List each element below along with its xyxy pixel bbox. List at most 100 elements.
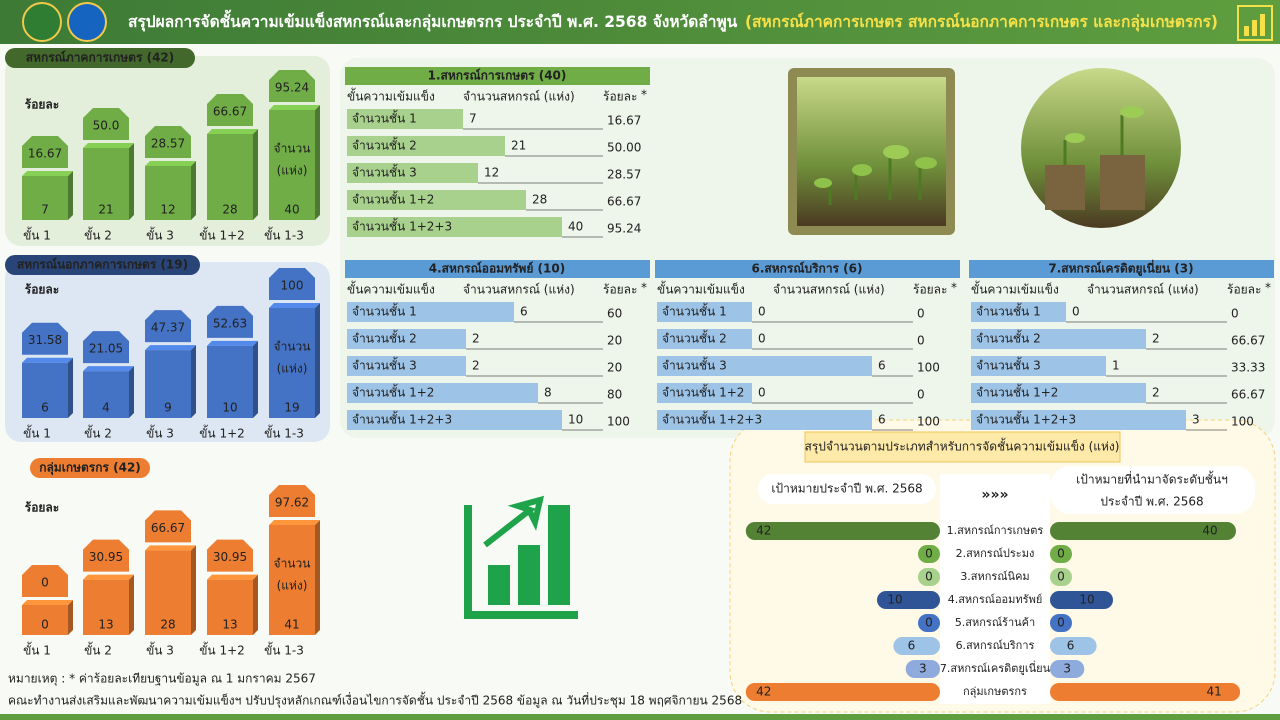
row-percent: 95.24 — [607, 222, 641, 236]
row-count: 8 — [544, 386, 552, 400]
classified-value: 0 — [1057, 570, 1065, 584]
bar-side — [68, 171, 73, 220]
target-value: 42 — [756, 685, 771, 699]
panel-title: กลุ่มเกษตรกร (42) — [39, 461, 141, 476]
row-label: จำนวนชั้น 1+2 — [352, 191, 434, 207]
row-percent: 28.57 — [607, 168, 641, 182]
bar-count: 9 — [164, 401, 172, 415]
row-count: 0 — [758, 305, 766, 319]
category-label: ขั้น 1 — [23, 227, 51, 243]
row-bar — [971, 383, 1146, 403]
row-count: 40 — [568, 220, 583, 234]
chart-icon — [464, 495, 578, 619]
bar — [145, 550, 191, 635]
classified-value: 41 — [1206, 685, 1221, 699]
row-label: จำนวนชั้น 1+2+3 — [662, 411, 762, 427]
row-label: จำนวนชั้น 3 — [976, 357, 1041, 373]
row-percent: 20 — [607, 361, 622, 375]
table-title: 7.สหกรณ์เครดิตยูเนี่ยน (3) — [1048, 260, 1193, 277]
percent-cap — [145, 310, 191, 343]
left-header: เป้าหมายประจำปี พ.ศ. 2568 — [771, 482, 922, 496]
row-count: 12 — [484, 166, 499, 180]
unit-label: จำนวน — [274, 340, 311, 354]
bar-top — [22, 600, 73, 605]
target-bar — [918, 545, 940, 563]
photo — [1021, 68, 1181, 228]
category-label: ขั้น 1-3 — [264, 642, 304, 658]
bar-side — [253, 574, 258, 635]
table-header-mark: * — [641, 88, 647, 102]
panel-title-bg — [5, 255, 200, 275]
percent-label: ร้อยละ — [25, 98, 59, 112]
category-name: 1.สหกรณ์การเกษตร — [947, 524, 1044, 537]
left-header-bg — [758, 474, 936, 504]
bar — [22, 176, 68, 220]
row-percent: 0 — [917, 307, 925, 321]
category-label: ขั้น 1 — [23, 642, 51, 658]
percent-cap — [269, 268, 315, 300]
row-percent: 66.67 — [1231, 388, 1265, 402]
percent-value: 21.05 — [89, 342, 123, 356]
row-bar — [347, 217, 562, 237]
percent-value: 52.63 — [213, 316, 247, 330]
right-header: เป้าหมายที่นำมาจัดระดับชั้นฯ — [1076, 471, 1228, 487]
percent-value: 47.37 — [151, 321, 185, 335]
row-percent: 50.00 — [607, 141, 641, 155]
percent-label: ร้อยละ — [25, 501, 59, 515]
row-percent: 0 — [917, 334, 925, 348]
arrows: »»» — [981, 487, 1008, 503]
category-label: ขั้น 1-3 — [264, 227, 304, 243]
bar-side — [68, 600, 73, 635]
row-bar — [971, 302, 1066, 322]
percent-cap — [83, 108, 129, 140]
unit-label: จำนวน — [274, 557, 311, 571]
target-bar — [893, 637, 940, 655]
row-label: จำนวนชั้น 1+2+3 — [352, 218, 452, 234]
header-title: สรุปผลการจัดชั้นความเข้มแข็งสหกรณ์และกลุ… — [128, 9, 1218, 33]
percent-value: 100 — [281, 279, 304, 293]
row-count: 0 — [758, 386, 766, 400]
bar-side — [315, 105, 320, 220]
percent-value: 66.67 — [151, 521, 185, 535]
row-count: 2 — [1152, 332, 1160, 346]
bar-count: 10 — [222, 401, 237, 415]
row-bar — [971, 410, 1186, 430]
note: หมายเหตุ : * ค่าร้อยละเทียบฐานข้อมูล ณ 1… — [8, 672, 316, 687]
row-percent: 100 — [917, 415, 940, 429]
classified-bar — [1050, 637, 1097, 655]
bar-top — [207, 129, 258, 134]
bar — [145, 166, 191, 220]
table-title-bg — [345, 67, 650, 85]
bar-side — [253, 129, 258, 220]
title: สรุปผลการจัดชั้นความเข้มแข็งสหกรณ์และกลุ… — [128, 9, 737, 33]
classified-value: 40 — [1202, 524, 1217, 538]
percent-value: 16.67 — [28, 147, 62, 161]
classified-bar — [1050, 568, 1072, 586]
bar-count: 4 — [102, 401, 110, 415]
row-bar — [347, 383, 538, 403]
bar-count: 21 — [98, 203, 113, 217]
note: คณะทำงานส่งเสริมและพัฒนาความเข้มแข็งฯ ปร… — [8, 692, 742, 709]
center-column — [940, 474, 1050, 704]
row-count: 6 — [878, 413, 886, 427]
row-count: 3 — [1192, 413, 1200, 427]
bar — [83, 579, 129, 635]
target-value: 42 — [756, 524, 771, 538]
row-count: 10 — [568, 413, 583, 427]
percent-cap — [269, 70, 315, 102]
percent-value: 95.24 — [275, 81, 309, 95]
panel-title-bg — [5, 48, 195, 68]
percent-value: 31.58 — [28, 333, 62, 347]
bar-side — [68, 357, 73, 418]
percent-cap — [145, 126, 191, 158]
row-percent: 100 — [1231, 415, 1254, 429]
percent-cap — [207, 305, 253, 338]
classified-value: 0 — [1057, 547, 1065, 561]
bar — [207, 579, 253, 635]
row-bar — [347, 329, 466, 349]
bar-count: 19 — [284, 401, 299, 415]
unit-label: จำนวน — [274, 142, 311, 156]
row-count: 2 — [472, 332, 480, 346]
panel-title-bg — [30, 458, 150, 478]
